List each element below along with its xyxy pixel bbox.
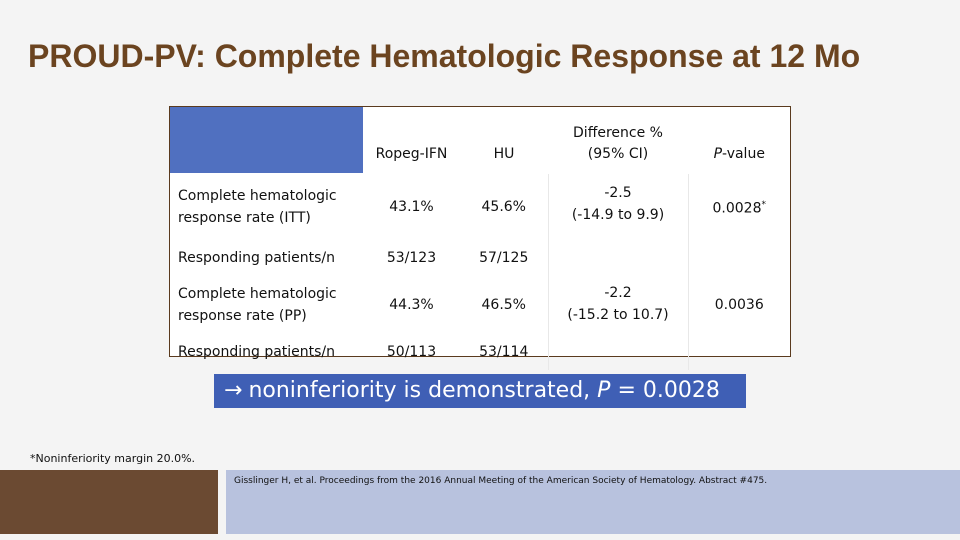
- header-difference-line2: (95% CI): [587, 146, 649, 162]
- cell-ropeg: 50/113: [386, 344, 437, 361]
- header-pvalue-italic: P: [713, 146, 723, 162]
- callout-text-before: noninferiority is demonstrated,: [248, 378, 598, 403]
- row-label: Complete hematologic response rate (PP): [170, 276, 363, 335]
- cell-difference-line2: (-15.2 to 10.7): [567, 307, 669, 323]
- row-label-line2: response rate (ITT): [178, 210, 311, 226]
- cell-pvalue: 0.0028*: [687, 173, 790, 241]
- arrow-right-icon: →: [224, 378, 243, 403]
- conclusion-callout: → noninferiority is demonstrated, P = 0.0…: [214, 374, 746, 408]
- header-pvalue-rest: -value: [722, 146, 765, 162]
- pvalue-footnote-mark: *: [761, 200, 767, 211]
- header-difference-line1: Difference %: [573, 125, 663, 141]
- cell-ropeg: 44.3%: [389, 297, 434, 313]
- cell-hu: 53/114: [479, 344, 529, 361]
- cell-hu: 57/125: [479, 250, 529, 266]
- cell-difference-line1: -2.2: [604, 285, 632, 301]
- header-difference: Difference % (95% CI): [547, 107, 688, 174]
- results-table: Ropeg-IFN HU Difference % (95% CI) P-val…: [169, 106, 791, 370]
- cell-pvalue: 0.0036: [687, 275, 790, 335]
- header-ropeg: Ropeg-IFN: [362, 107, 460, 174]
- row-label-line1: Complete hematologic: [178, 286, 337, 302]
- slide-title: PROUD-PV: Complete Hematologic Response …: [28, 38, 861, 74]
- table-row: Complete hematologic response rate (ITT)…: [170, 173, 790, 276]
- table-row: Complete hematologic response rate (PP) …: [170, 275, 790, 370]
- footer-bar-blue: [226, 470, 960, 534]
- header-pvalue: P-value: [687, 107, 790, 174]
- footer-bar-brown: [0, 470, 218, 534]
- row-label-line1: Complete hematologic: [178, 188, 337, 204]
- row-label: Responding patients/n: [178, 344, 336, 361]
- citation: Gisslinger H, et al. Proceedings from th…: [234, 476, 768, 486]
- row-label-line2: response rate (PP): [178, 308, 307, 324]
- header-corner-cell: [170, 107, 363, 174]
- cell-difference-line1: -2.5: [604, 185, 632, 201]
- table-row: Responding patients/n 53/123 57/125: [170, 240, 790, 276]
- row-label: Responding patients/n: [178, 250, 336, 266]
- cell-difference: -2.2 (-15.2 to 10.7): [547, 275, 688, 370]
- table-row: Responding patients/n 50/113 53/114: [170, 334, 790, 370]
- callout-text-after: = 0.0028: [610, 378, 720, 403]
- header-hu: HU: [459, 107, 548, 174]
- cell-ropeg: 43.1%: [389, 199, 434, 215]
- cell-ropeg: 53/123: [386, 250, 437, 266]
- row-label: Complete hematologic response rate (ITT): [170, 174, 363, 241]
- cell-hu: 45.6%: [481, 199, 526, 215]
- callout-p-italic: P: [597, 378, 611, 403]
- footnote: *Noninferiority margin 20.0%.: [30, 452, 196, 465]
- cell-difference-line2: (-14.9 to 9.9): [571, 207, 665, 223]
- cell-pvalue-text: 0.0028: [712, 200, 762, 217]
- cell-pvalue-empty: [687, 334, 790, 370]
- cell-difference: -2.5 (-14.9 to 9.9): [547, 173, 688, 276]
- cell-hu: 46.5%: [481, 297, 526, 313]
- cell-pvalue-empty: [687, 240, 790, 276]
